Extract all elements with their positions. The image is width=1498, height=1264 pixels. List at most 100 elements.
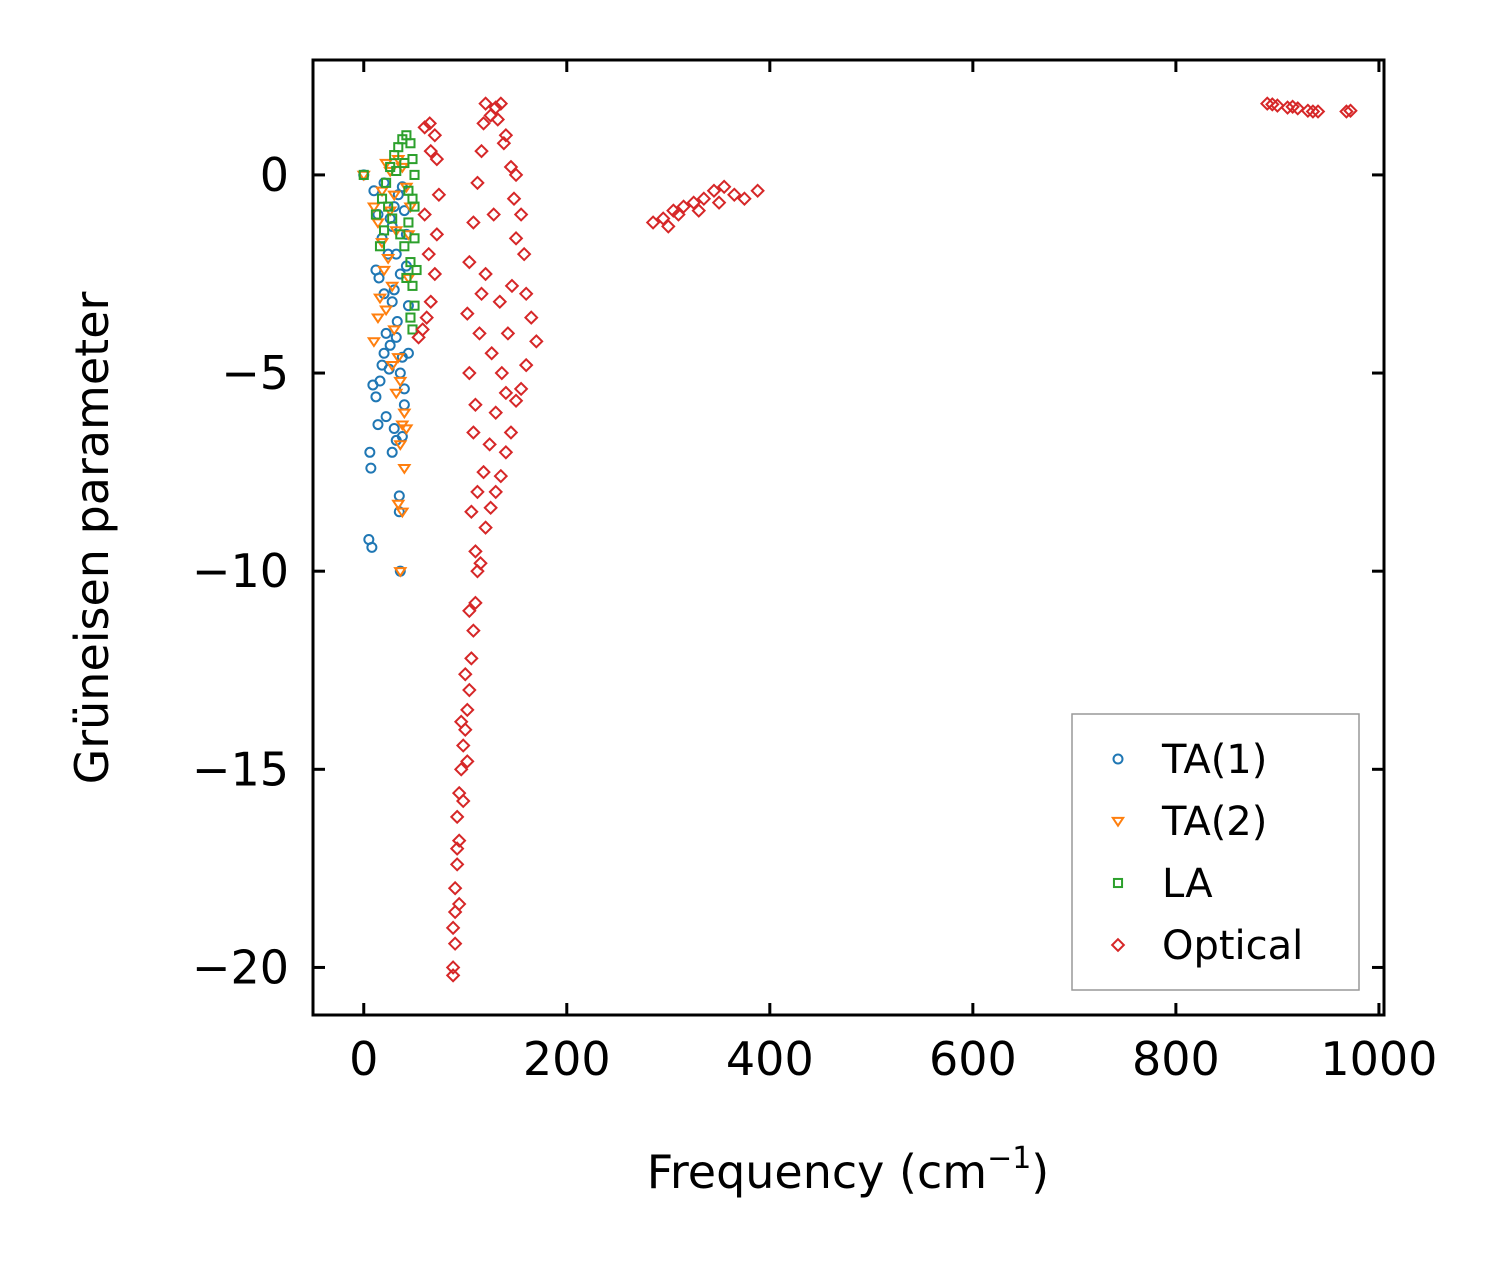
data-point bbox=[466, 425, 481, 440]
data-point bbox=[513, 381, 529, 397]
legend-item: Optical bbox=[1110, 923, 1303, 969]
data-point bbox=[737, 191, 752, 206]
data-point bbox=[453, 714, 469, 730]
data-point bbox=[462, 254, 477, 270]
data-point bbox=[385, 281, 400, 293]
data-point bbox=[1339, 104, 1354, 119]
data-point bbox=[411, 330, 426, 345]
data-point bbox=[451, 833, 467, 848]
data-point bbox=[455, 738, 471, 753]
data-point bbox=[508, 393, 524, 409]
data-point bbox=[397, 408, 412, 420]
data-point bbox=[478, 266, 493, 282]
x-tick-label: 0 bbox=[349, 1032, 378, 1086]
data-point bbox=[716, 179, 732, 195]
data-point bbox=[393, 376, 408, 388]
data-point bbox=[483, 500, 498, 516]
data-point bbox=[476, 464, 491, 480]
data-point bbox=[393, 567, 408, 578]
legend-marker bbox=[1112, 877, 1124, 889]
data-point bbox=[391, 353, 406, 364]
data-point bbox=[391, 499, 406, 511]
data-point bbox=[490, 112, 506, 127]
y-tick-label: −20 bbox=[192, 940, 289, 994]
data-point bbox=[449, 857, 465, 872]
legend-label: LA bbox=[1162, 861, 1213, 907]
data-point bbox=[478, 96, 493, 111]
data-point bbox=[409, 233, 420, 244]
data-point bbox=[422, 116, 438, 131]
data-point bbox=[429, 227, 445, 242]
data-point bbox=[711, 195, 727, 210]
y-tick-label: 0 bbox=[260, 148, 289, 202]
data-point bbox=[445, 920, 461, 936]
data-point bbox=[488, 405, 503, 420]
data-point bbox=[498, 445, 514, 460]
data-point bbox=[395, 507, 410, 519]
series-ta-1 bbox=[358, 169, 414, 577]
data-point bbox=[671, 207, 686, 222]
legend-label: TA(1) bbox=[1161, 737, 1267, 783]
data-point bbox=[460, 306, 475, 321]
data-point bbox=[498, 385, 514, 401]
x-axis-title: Frequency (cm−1) bbox=[647, 1141, 1050, 1199]
data-point bbox=[407, 280, 418, 291]
data-point bbox=[449, 841, 465, 856]
y-tick-label: −15 bbox=[192, 742, 289, 796]
data-point bbox=[366, 541, 378, 553]
data-point bbox=[1343, 103, 1358, 118]
data-point bbox=[750, 183, 765, 199]
y-tick-label: −10 bbox=[192, 544, 289, 598]
data-point bbox=[1280, 100, 1295, 115]
data-point bbox=[516, 246, 532, 262]
data-point bbox=[476, 116, 491, 131]
x-tick-label: 1000 bbox=[1320, 1032, 1437, 1086]
data-point bbox=[464, 504, 479, 520]
data-point bbox=[423, 294, 439, 309]
data-point bbox=[466, 623, 481, 638]
x-axis-title-close: ) bbox=[1031, 1145, 1049, 1199]
data-point bbox=[470, 484, 485, 500]
data-point bbox=[387, 190, 402, 202]
data-point bbox=[381, 254, 396, 265]
data-point bbox=[377, 265, 392, 277]
data-point bbox=[464, 651, 479, 666]
data-point bbox=[395, 229, 406, 240]
data-point bbox=[370, 391, 382, 403]
data-point bbox=[405, 312, 416, 323]
legend-marker bbox=[1112, 753, 1124, 765]
data-point bbox=[358, 169, 369, 180]
legend-marker bbox=[1110, 816, 1126, 828]
data-point bbox=[1310, 104, 1326, 119]
data-point bbox=[385, 361, 400, 372]
data-point bbox=[419, 310, 434, 325]
data-point bbox=[494, 365, 510, 381]
data-point bbox=[389, 388, 404, 400]
data-point bbox=[417, 120, 432, 135]
data-point bbox=[523, 310, 539, 325]
data-point bbox=[484, 345, 499, 361]
data-point bbox=[460, 702, 475, 718]
data-point bbox=[401, 272, 412, 283]
data-point bbox=[488, 484, 503, 500]
legend: TA(1) TA(2) LA Optical bbox=[1071, 713, 1360, 991]
data-point bbox=[492, 294, 508, 309]
data-point bbox=[478, 520, 493, 535]
series-optical bbox=[411, 96, 1358, 983]
data-point bbox=[493, 96, 509, 111]
data-point bbox=[397, 464, 412, 475]
data-point bbox=[453, 762, 469, 777]
data-point bbox=[1300, 103, 1316, 118]
data-point bbox=[493, 468, 509, 484]
data-point bbox=[380, 327, 392, 339]
data-point bbox=[427, 266, 443, 282]
data-point bbox=[391, 165, 402, 177]
data-point bbox=[462, 365, 477, 381]
data-point bbox=[506, 191, 522, 206]
data-point bbox=[405, 138, 416, 149]
data-point bbox=[429, 151, 445, 167]
data-point bbox=[462, 682, 477, 698]
data-point bbox=[372, 419, 384, 431]
x-tick-label: 800 bbox=[1132, 1032, 1220, 1086]
